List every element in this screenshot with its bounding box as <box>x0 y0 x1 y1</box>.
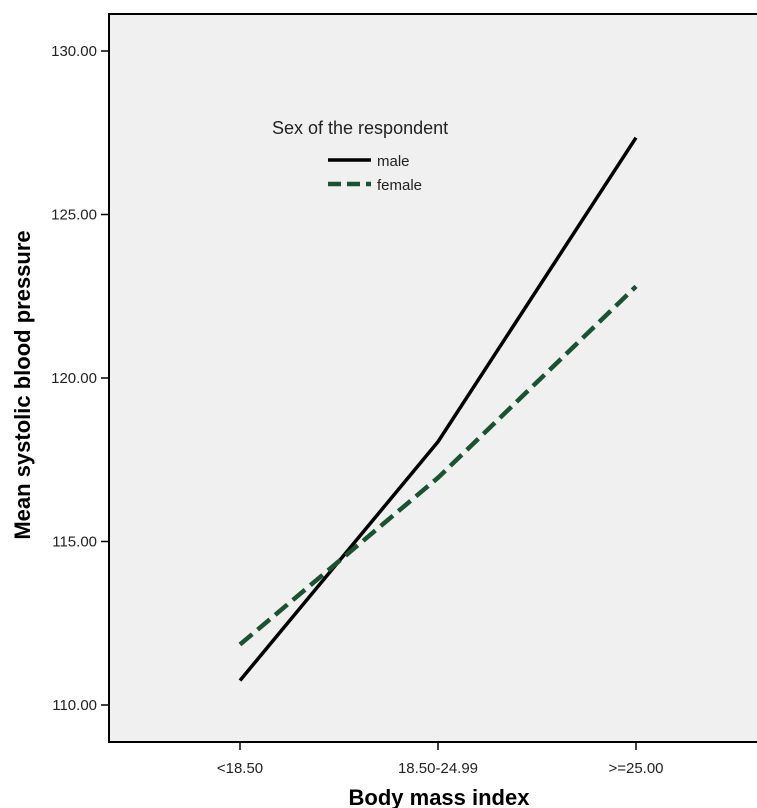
y-tick-label: 125.00 <box>51 207 97 224</box>
x-axis-title: Body mass index <box>349 785 531 808</box>
y-axis: 110.00 115.00 120.00 125.00 130.00 <box>51 43 109 714</box>
x-tick-label: >=25.00 <box>608 760 663 777</box>
y-tick-label: 130.00 <box>51 43 97 60</box>
legend-label-female: female <box>377 177 422 194</box>
y-tick-label: 115.00 <box>52 534 97 551</box>
plot-area-background <box>109 14 757 742</box>
series-line-female <box>238 284 638 647</box>
legend: Sex of the respondent male female <box>272 118 448 194</box>
y-axis-title: Mean systolic blood pressure <box>10 230 35 539</box>
series-line-male <box>238 136 638 682</box>
plot-frame <box>108 13 757 743</box>
y-tick-label: 120.00 <box>51 370 97 387</box>
y-tick-label: 110.00 <box>52 697 97 714</box>
legend-label-male: male <box>377 153 410 170</box>
x-tick-label: <18.50 <box>217 760 263 777</box>
x-axis: <18.50 18.50-24.99 >=25.00 <box>217 742 664 777</box>
x-tick-label: 18.50-24.99 <box>398 760 478 777</box>
legend-title: Sex of the respondent <box>272 118 448 138</box>
series-lines <box>238 136 638 682</box>
